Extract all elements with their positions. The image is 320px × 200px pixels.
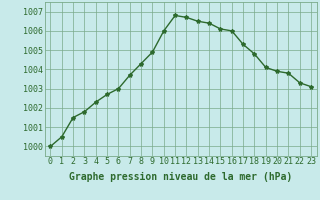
- X-axis label: Graphe pression niveau de la mer (hPa): Graphe pression niveau de la mer (hPa): [69, 172, 292, 182]
